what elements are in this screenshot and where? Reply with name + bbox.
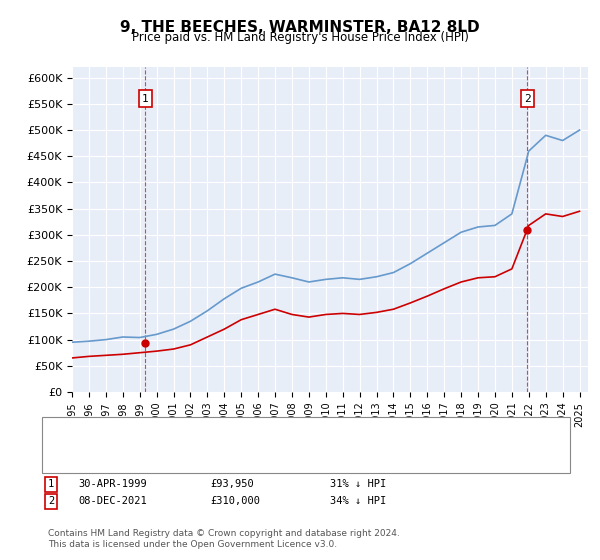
Text: 1: 1	[48, 479, 54, 489]
Text: 31% ↓ HPI: 31% ↓ HPI	[330, 479, 386, 489]
Text: 1: 1	[142, 94, 149, 104]
Text: Price paid vs. HM Land Registry's House Price Index (HPI): Price paid vs. HM Land Registry's House …	[131, 31, 469, 44]
Text: £93,950: £93,950	[210, 479, 254, 489]
Text: 30-APR-1999: 30-APR-1999	[78, 479, 147, 489]
Text: 9, THE BEECHES, WARMINSTER, BA12 8LD (detached house): 9, THE BEECHES, WARMINSTER, BA12 8LD (de…	[96, 421, 410, 431]
Text: Contains HM Land Registry data © Crown copyright and database right 2024.
This d: Contains HM Land Registry data © Crown c…	[48, 529, 400, 549]
Text: 2: 2	[48, 496, 54, 506]
Text: HPI: Average price, detached house, Wiltshire: HPI: Average price, detached house, Wilt…	[96, 460, 335, 470]
Text: 9, THE BEECHES, WARMINSTER, BA12 8LD: 9, THE BEECHES, WARMINSTER, BA12 8LD	[120, 20, 480, 35]
Text: 2: 2	[524, 94, 531, 104]
Text: 34% ↓ HPI: 34% ↓ HPI	[330, 496, 386, 506]
Text: 08-DEC-2021: 08-DEC-2021	[78, 496, 147, 506]
Text: £310,000: £310,000	[210, 496, 260, 506]
